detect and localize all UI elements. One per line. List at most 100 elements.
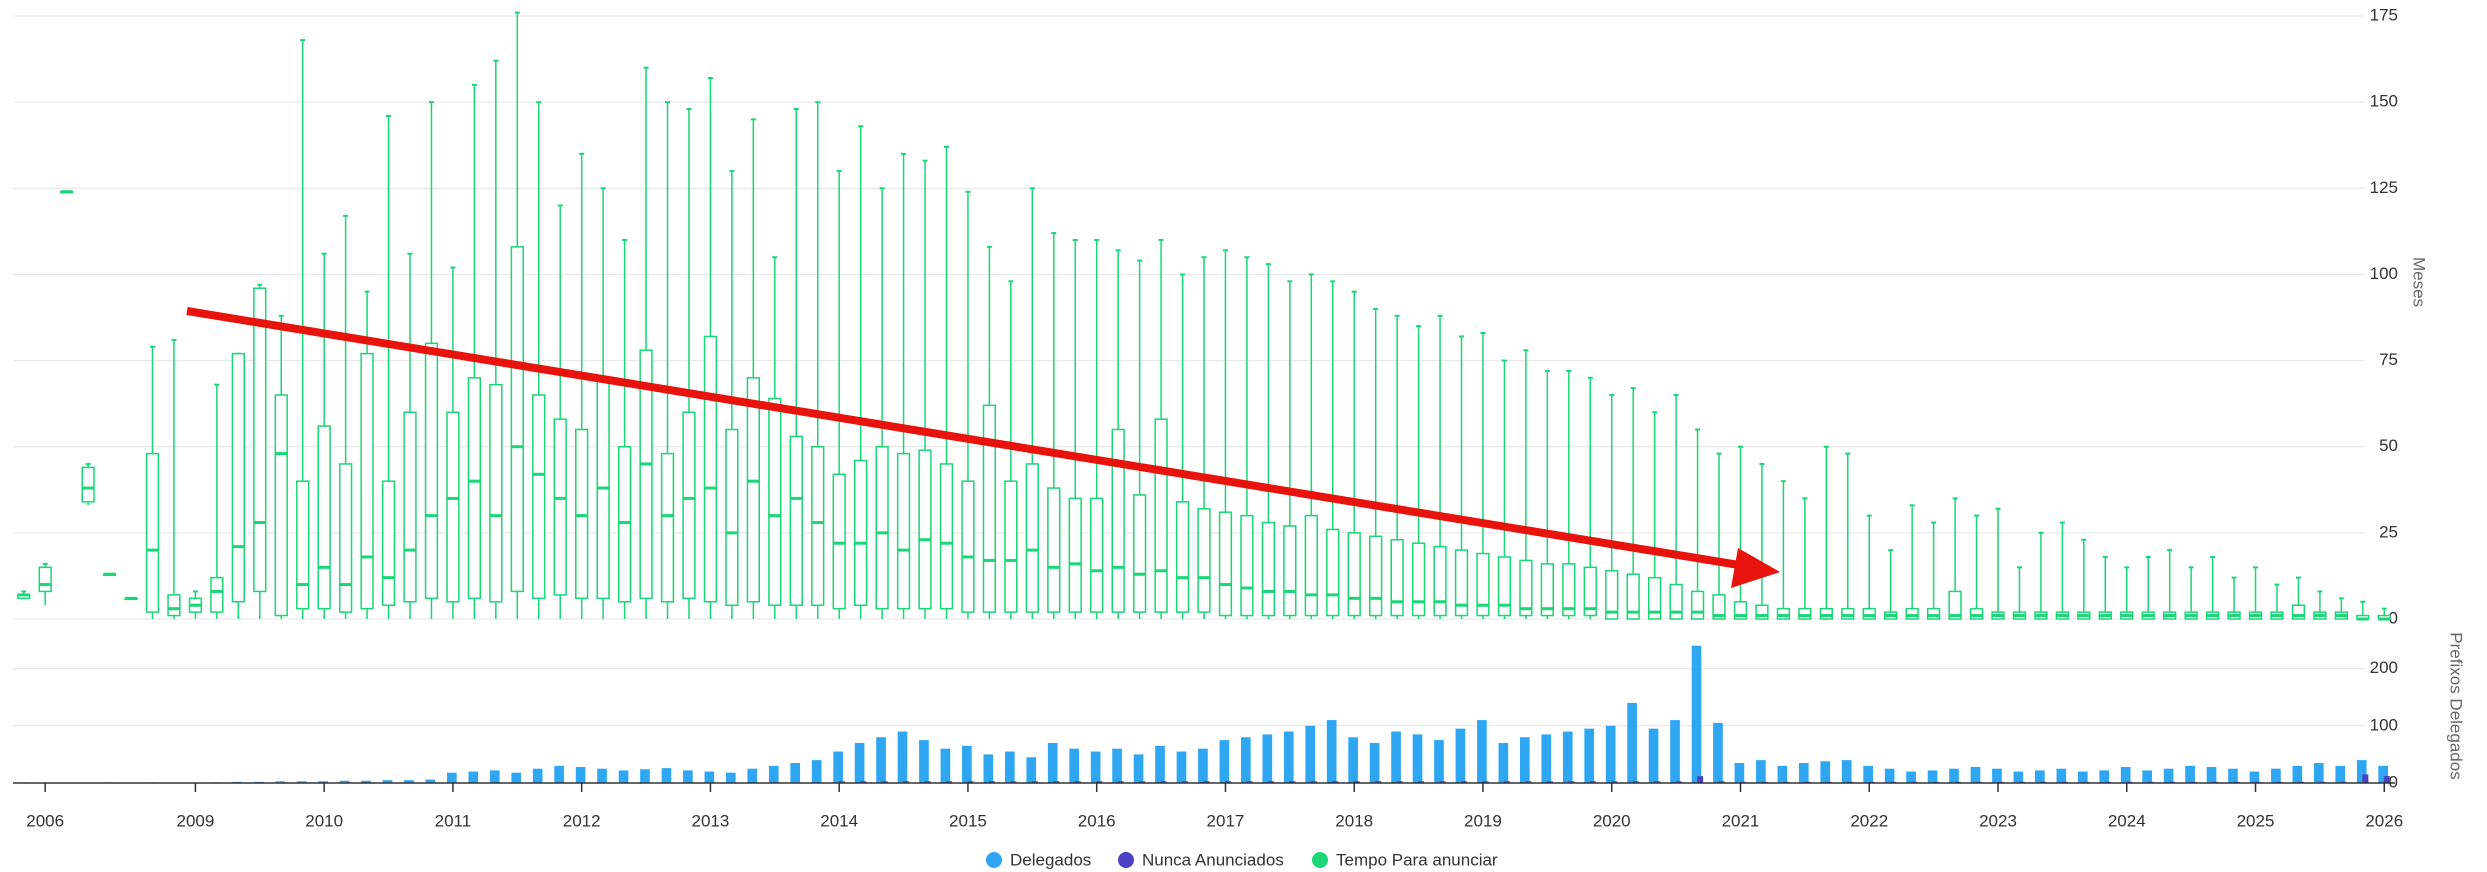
x-tick-label: 2014 xyxy=(820,811,858,830)
bar xyxy=(554,765,564,783)
x-tick-label: 2006 xyxy=(26,811,64,830)
box xyxy=(510,246,524,593)
bar xyxy=(1225,781,1232,783)
legend-label[interactable]: Tempo Para anunciar xyxy=(1336,850,1498,869)
box xyxy=(1926,607,1941,620)
box xyxy=(703,335,718,603)
bar xyxy=(2142,770,2152,783)
bar xyxy=(1841,760,1852,783)
bar xyxy=(1203,781,1210,783)
box xyxy=(1562,563,1576,617)
x-tick-label: 2012 xyxy=(563,811,601,830)
bar xyxy=(833,751,843,783)
bar xyxy=(725,772,736,783)
bar xyxy=(983,754,994,783)
box xyxy=(145,452,160,613)
bar xyxy=(854,742,865,783)
box xyxy=(1819,607,1833,620)
box xyxy=(939,463,954,610)
bar xyxy=(1246,781,1253,783)
bar xyxy=(811,760,822,783)
box xyxy=(1476,552,1490,617)
bar xyxy=(1047,742,1058,783)
y-tick-label: 150 xyxy=(2370,92,2398,111)
bar xyxy=(1332,781,1339,783)
bar xyxy=(1562,731,1573,783)
box xyxy=(1798,607,1812,620)
x-tick-label: 2019 xyxy=(1464,811,1502,830)
bar xyxy=(2099,770,2110,783)
bar xyxy=(1611,781,1618,783)
bar xyxy=(1648,728,1659,783)
bar xyxy=(1605,725,1616,783)
bar xyxy=(768,765,779,783)
bar xyxy=(1096,781,1103,783)
bar xyxy=(1568,781,1575,783)
box xyxy=(832,473,846,610)
bar xyxy=(1031,781,1038,783)
legend-label[interactable]: Delegados xyxy=(1010,850,1091,869)
bar xyxy=(1369,742,1380,783)
legend-marker xyxy=(1118,852,1134,868)
x-tick-label: 2009 xyxy=(176,811,214,830)
x-tick-label: 2022 xyxy=(1850,811,1888,830)
bar xyxy=(2228,768,2238,783)
box xyxy=(1390,538,1404,617)
box xyxy=(1948,590,1962,620)
bar xyxy=(661,768,672,783)
y-tick-label: 0 xyxy=(2389,772,2398,791)
bar xyxy=(946,781,953,783)
bar xyxy=(1069,748,1079,783)
bar xyxy=(1546,781,1553,783)
bar xyxy=(1632,781,1639,783)
box xyxy=(2291,604,2306,620)
box xyxy=(1690,590,1705,620)
box xyxy=(231,352,245,603)
bar xyxy=(2013,771,2024,783)
box xyxy=(253,287,267,593)
bar xyxy=(1455,728,1466,783)
box xyxy=(961,480,975,613)
bar xyxy=(1004,751,1015,783)
legend-label[interactable]: Nunca Anunciados xyxy=(1142,850,1284,869)
bar xyxy=(1627,702,1637,783)
bar xyxy=(1133,754,1144,783)
bar xyxy=(940,748,951,783)
x-tick-label: 2021 xyxy=(1722,811,1760,830)
box xyxy=(81,466,95,503)
bar xyxy=(2356,760,2367,783)
box xyxy=(1497,556,1512,617)
bar xyxy=(1176,751,1187,783)
y-tick-label: 75 xyxy=(2379,350,2398,369)
bar xyxy=(1241,737,1251,783)
box xyxy=(38,566,52,593)
bar xyxy=(2362,774,2369,783)
x-tick-label: 2017 xyxy=(1207,811,1245,830)
bar xyxy=(1675,781,1682,783)
bar xyxy=(489,770,500,783)
box xyxy=(1519,559,1533,617)
bar xyxy=(1434,740,1444,783)
bar xyxy=(704,771,715,783)
bar xyxy=(1117,781,1124,783)
bar xyxy=(747,768,758,783)
box xyxy=(1433,545,1447,617)
box xyxy=(274,394,288,617)
box xyxy=(1733,601,1748,620)
bar xyxy=(1139,781,1146,783)
bar xyxy=(1375,781,1382,783)
box xyxy=(1969,607,1984,620)
box xyxy=(875,445,889,610)
bar xyxy=(1884,768,1895,783)
bar xyxy=(790,762,801,783)
bar xyxy=(838,781,845,783)
box xyxy=(532,394,546,600)
x-tick-label: 2010 xyxy=(305,811,343,830)
bar xyxy=(1396,781,1403,783)
bar xyxy=(2271,768,2281,783)
bar xyxy=(1584,728,1595,783)
bar xyxy=(683,770,693,783)
bar xyxy=(1026,757,1037,783)
bar xyxy=(425,779,436,783)
bar xyxy=(1906,771,1916,783)
